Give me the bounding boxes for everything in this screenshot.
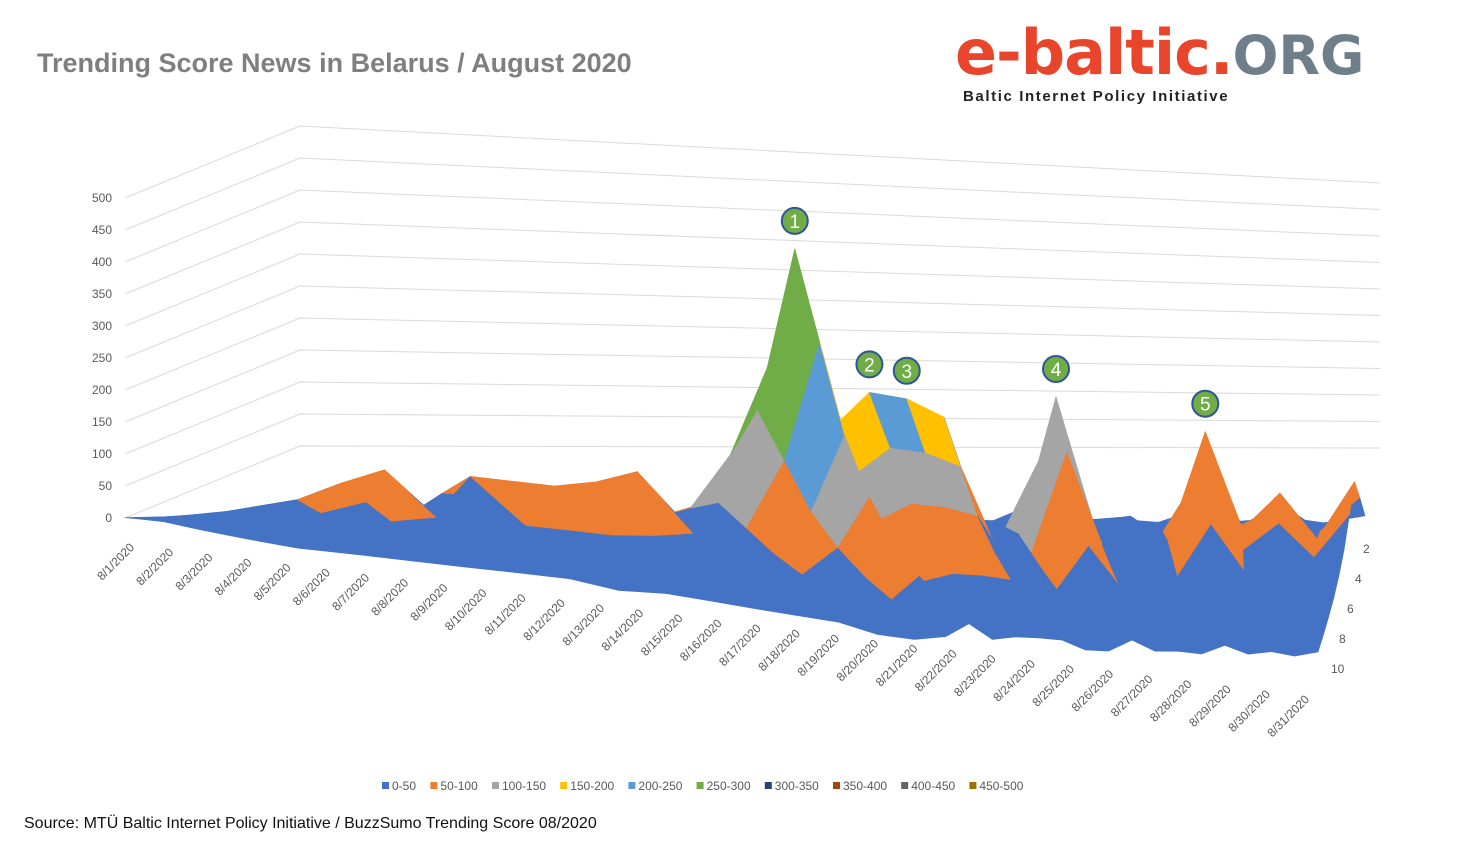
- legend-swatch: [382, 782, 389, 789]
- peak-marker-label: 3: [901, 362, 912, 383]
- y-tick-label: 500: [92, 191, 112, 205]
- legend-swatch: [969, 782, 977, 789]
- depth-tick-label: 8: [1339, 632, 1346, 646]
- gridline: [124, 221, 1381, 295]
- x-tick-label: 8/5/2020: [251, 560, 294, 603]
- x-tick-label: 8/8/2020: [368, 575, 411, 618]
- legend-label: 350-400: [843, 779, 887, 793]
- gridlines: [124, 125, 1381, 519]
- peak-marker: [1042, 354, 1071, 383]
- legend-label: 100-150: [502, 779, 546, 793]
- gridline: [124, 189, 1381, 263]
- gridline: [124, 253, 1381, 327]
- legend-swatch: [833, 782, 840, 789]
- peak-marker-label: 2: [864, 355, 875, 376]
- x-tick-label: 8/31/2020: [1264, 692, 1312, 740]
- surface-cell: [1294, 635, 1324, 657]
- legend-label: 450-500: [979, 779, 1023, 793]
- y-tick-label: 450: [92, 223, 112, 237]
- x-tick-label: 8/6/2020: [290, 565, 333, 608]
- legend-swatch: [901, 782, 909, 789]
- legend-swatch: [430, 782, 438, 789]
- y-tick-label: 300: [92, 319, 112, 333]
- depth-axis-labels: 2 4 6 8 10: [1331, 542, 1370, 676]
- legend-label: 400-450: [911, 779, 955, 793]
- x-tick-label: 8/3/2020: [173, 550, 216, 593]
- gridline: [124, 125, 1381, 199]
- y-tick-label: 50: [99, 479, 113, 493]
- legend-swatch: [764, 782, 772, 789]
- surface-plot: [124, 248, 1366, 657]
- peak-marker: [780, 206, 809, 235]
- legend-swatch: [492, 782, 499, 789]
- chart-title: Trending Score News in Belarus / August …: [37, 48, 632, 78]
- gridline: [124, 349, 1381, 423]
- logo-wordmark: e-baltic.ORG: [955, 16, 1365, 89]
- y-tick-label: 200: [92, 383, 112, 397]
- legend-swatch: [696, 782, 704, 789]
- peak-marker: [892, 356, 921, 385]
- peak-marker-label: 5: [1200, 395, 1211, 416]
- legend: 0-50 50-100 100-150 150-200 200-250 250-300 30…: [382, 779, 1024, 793]
- y-tick-label: 150: [92, 415, 112, 429]
- y-tick-label: 0: [105, 511, 112, 525]
- y-tick-label: 250: [92, 351, 112, 365]
- x-tick-label: 8/4/2020: [212, 555, 255, 598]
- y-tick-label: 100: [92, 447, 112, 461]
- peak-marker-label: 1: [789, 212, 800, 233]
- depth-tick-label: 10: [1331, 662, 1345, 676]
- depth-tick-label: 4: [1355, 572, 1362, 586]
- y-tick-label: 400: [92, 255, 112, 269]
- x-tick-label: 8/2/2020: [133, 545, 176, 588]
- legend-label: 0-50: [392, 779, 416, 793]
- legend-label: 200-250: [638, 779, 682, 793]
- legend-label: 150-200: [570, 779, 614, 793]
- x-tick-label: 8/7/2020: [329, 570, 372, 613]
- peak-marker: [1191, 389, 1220, 418]
- depth-tick-label: 6: [1347, 602, 1354, 616]
- x-tick-label: 8/9/2020: [408, 581, 451, 624]
- surface-cell: [1247, 635, 1273, 655]
- y-tick-label: 350: [92, 287, 112, 301]
- gridline: [124, 157, 1381, 231]
- gridline: [124, 445, 1381, 519]
- legend-label: 250-300: [707, 779, 751, 793]
- peak-marker: [855, 350, 884, 379]
- gridline: [124, 317, 1381, 391]
- peak-markers: 1 2 3 4 5: [780, 206, 1220, 418]
- y-axis-labels: 0 50 100 150 200 250 300 350 400 450 500: [92, 191, 112, 525]
- surface-chart: 0 50 100 150 200 250 300 350 400 450 500 1 2 3 4 5 8/1…: [92, 125, 1381, 793]
- depth-tick-label: 2: [1363, 542, 1370, 556]
- source-note: Source: MTÜ Baltic Internet Policy Initi…: [24, 815, 597, 832]
- gridline: [124, 381, 1381, 455]
- logo: e-baltic.ORG Baltic Internet Policy Init…: [955, 16, 1445, 106]
- x-tick-label: 8/1/2020: [94, 540, 137, 583]
- gridline: [124, 285, 1381, 359]
- legend-swatch: [560, 782, 568, 789]
- legend-label: 300-350: [775, 779, 819, 793]
- gridline: [124, 413, 1381, 487]
- peak-marker-label: 4: [1051, 360, 1062, 381]
- legend-label: 50-100: [440, 779, 478, 793]
- legend-swatch: [628, 782, 636, 789]
- logo-tagline: Baltic Internet Policy Initiative: [963, 88, 1230, 105]
